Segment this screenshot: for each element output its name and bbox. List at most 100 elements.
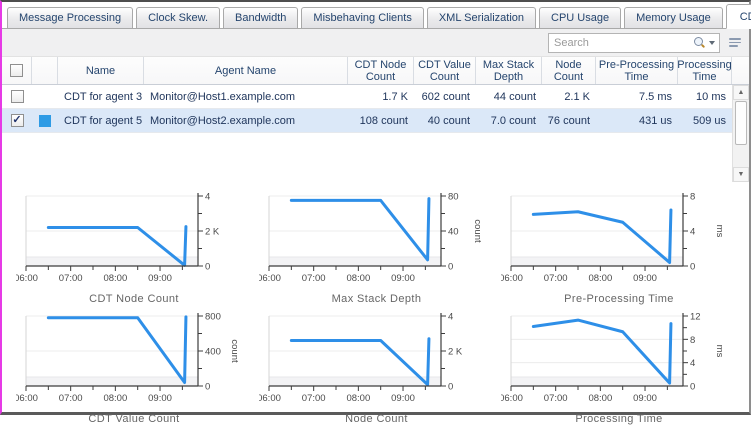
column-header-agent-name[interactable]: Agent Name: [144, 57, 348, 84]
search-input[interactable]: [554, 36, 693, 49]
svg-text:0: 0: [448, 382, 453, 393]
y-axis-unit-label: ms: [714, 225, 725, 238]
chart-plot: 06:00 07:00 08:00 09:00 0 2 K 4: [14, 192, 220, 285]
search-box[interactable]: [548, 32, 720, 53]
chart-plot: 06:00 07:00 08:00 09:00 0 400 800 count: [14, 312, 240, 405]
chart-title: CDT Node Count: [89, 293, 179, 305]
svg-text:08:00: 08:00: [588, 393, 612, 404]
agent-name-cell: Monitor@Host1.example.com: [150, 90, 296, 103]
scroll-thumb[interactable]: [735, 101, 747, 145]
table-row[interactable]: CDT for agent 3 Monitor@Host1.example.com…: [2, 85, 749, 109]
svg-text:06:00: 06:00: [501, 273, 523, 284]
tab-bandwidth[interactable]: Bandwidth: [223, 7, 299, 28]
svg-text:4: 4: [690, 358, 695, 369]
chart-plot: 06:00 07:00 08:00 09:00 0 40 80 count: [257, 192, 483, 285]
column-header-cdt-node-count[interactable]: CDT Node Count: [348, 57, 414, 84]
svg-text:08:00: 08:00: [103, 393, 127, 404]
series-color-cell: [32, 85, 58, 108]
column-header-label: Name: [85, 64, 116, 77]
tab-memory-usage[interactable]: Memory Usage: [624, 7, 723, 28]
svg-text:09:00: 09:00: [148, 273, 172, 284]
scroll-down-button[interactable]: ▼: [733, 167, 749, 182]
tab-xml-serialization[interactable]: XML Serialization: [426, 7, 537, 28]
customize-columns-icon[interactable]: [729, 37, 743, 49]
column-header-cdt-value-count[interactable]: CDT Value Count: [414, 57, 476, 84]
svg-text:4: 4: [448, 312, 453, 323]
toolbar: [2, 29, 749, 56]
chart-plot: 06:00 07:00 08:00 09:00 0 2 K 4: [257, 312, 463, 405]
chart-max-stack-depth: 06:00 07:00 08:00 09:00 0 40 80 count Max Stack …: [257, 190, 495, 306]
svg-text:8: 8: [690, 192, 695, 203]
value-cell: 509 us: [692, 114, 726, 127]
tab-cpu-usage[interactable]: CPU Usage: [539, 7, 622, 28]
svg-text:09:00: 09:00: [633, 273, 657, 284]
column-header-processing-time[interactable]: Processing Time: [677, 57, 732, 84]
value-cell: 2.1 K: [564, 90, 590, 103]
svg-text:09:00: 09:00: [148, 393, 172, 404]
svg-text:09:00: 09:00: [633, 393, 657, 404]
row-checkbox-cell: ✓: [2, 109, 32, 132]
column-header-label: CDT Node Count: [354, 58, 407, 83]
cdt-table: Name Agent Name CDT Node Count CDT Value Co…: [2, 56, 749, 182]
row-checkbox[interactable]: [10, 90, 24, 103]
chart-cdt-node-count: 06:00 07:00 08:00 09:00 0 2 K 4 CDT Node Count: [14, 190, 252, 306]
svg-text:07:00: 07:00: [59, 273, 83, 284]
tab-message-processing[interactable]: Message Processing: [7, 7, 134, 28]
table-header: Name Agent Name CDT Node Count CDT Value Co…: [2, 56, 749, 85]
svg-text:8: 8: [690, 335, 695, 346]
svg-text:08:00: 08:00: [103, 273, 127, 284]
svg-text:08:00: 08:00: [346, 273, 370, 284]
select-all-checkbox[interactable]: [10, 64, 23, 77]
svg-text:08:00: 08:00: [588, 273, 612, 284]
svg-text:09:00: 09:00: [391, 393, 415, 404]
value-cell: 10 ms: [696, 90, 726, 103]
table-row[interactable]: ✓ CDT for agent 5 Monitor@Host2.example.co…: [2, 109, 749, 133]
vertical-scrollbar[interactable]: ▲ ▼: [732, 85, 749, 182]
svg-text:08:00: 08:00: [346, 393, 370, 404]
value-cell: 44 count: [493, 90, 536, 103]
column-header-swatch[interactable]: [32, 57, 58, 84]
tab-clock-skew[interactable]: Clock Skew.: [136, 7, 221, 28]
svg-text:4: 4: [690, 227, 695, 238]
svg-text:0: 0: [205, 262, 210, 273]
svg-text:2 K: 2 K: [205, 227, 220, 238]
header-filler[interactable]: [732, 57, 749, 84]
tab-misbehaving-clients[interactable]: Misbehaving Clients: [301, 7, 424, 28]
column-header-node-count[interactable]: Node Count: [542, 57, 596, 84]
column-header-name[interactable]: Name: [58, 57, 144, 84]
column-header-checkbox[interactable]: [2, 57, 32, 84]
chart-node-count: 06:00 07:00 08:00 09:00 0 2 K 4 Node Count: [257, 310, 495, 425]
svg-text:07:00: 07:00: [301, 273, 325, 284]
svg-text:0: 0: [448, 262, 453, 273]
chart-plot: 06:00 07:00 08:00 09:00 0 4 8 ms: [499, 192, 725, 285]
svg-text:0: 0: [690, 382, 695, 393]
name-cell: CDT for agent 5: [64, 114, 143, 127]
agent-name-cell: Monitor@Host2.example.com: [150, 114, 296, 127]
column-header-label: Agent Name: [214, 64, 277, 77]
tab-cdt-submission[interactable]: CDT Submission: [725, 4, 751, 29]
chart-cdt-value-count: 06:00 07:00 08:00 09:00 0 400 800 count CDT Valu…: [14, 310, 252, 425]
search-icon[interactable]: [693, 36, 705, 49]
chart-title: Max Stack Depth: [331, 293, 422, 305]
value-cell: 108 count: [359, 114, 408, 127]
svg-text:06:00: 06:00: [16, 273, 38, 284]
svg-text:07:00: 07:00: [544, 393, 568, 404]
column-header-max-stack-depth[interactable]: Max Stack Depth: [476, 57, 542, 84]
scroll-track[interactable]: [733, 146, 749, 167]
y-axis-unit-label: count: [472, 219, 483, 243]
svg-text:06:00: 06:00: [259, 273, 281, 284]
svg-text:07:00: 07:00: [59, 393, 83, 404]
svg-text:800: 800: [205, 312, 221, 323]
svg-text:07:00: 07:00: [301, 393, 325, 404]
svg-text:400: 400: [205, 347, 221, 358]
svg-text:12: 12: [690, 312, 701, 323]
column-header-pre-processing-time[interactable]: Pre-Processing Time: [596, 57, 678, 84]
tab-bar: Message Processing Clock Skew. Bandwidth Mi…: [2, 2, 751, 29]
column-header-label: Max Stack Depth: [482, 58, 535, 83]
value-cell: 7.0 count: [490, 114, 536, 127]
search-dropdown-arrow[interactable]: [709, 40, 715, 45]
table-body: CDT for agent 3 Monitor@Host1.example.com…: [2, 85, 749, 182]
scroll-up-button[interactable]: ▲: [733, 85, 749, 100]
row-checkbox-cell: [2, 85, 32, 108]
row-checkbox[interactable]: ✓: [10, 114, 24, 127]
